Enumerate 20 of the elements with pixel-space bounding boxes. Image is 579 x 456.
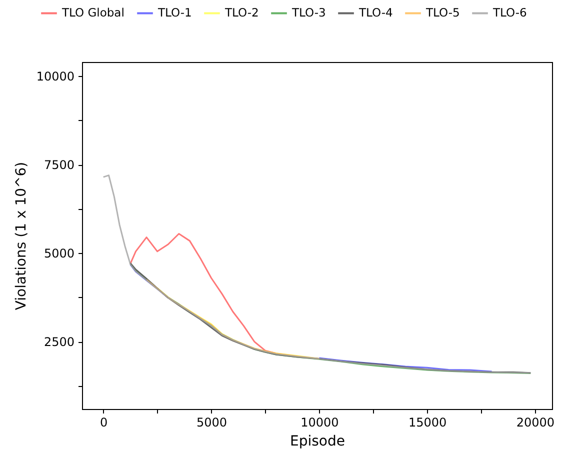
legend-label: TLO-5 (425, 5, 460, 20)
x-tick-label: 5000 (196, 416, 228, 430)
y-tick-label: 10000 (36, 70, 74, 84)
y-tick-label: 5000 (44, 246, 74, 261)
y-tick-label: 2500 (44, 335, 74, 350)
y-tick-label: 7500 (44, 158, 74, 172)
legend-label: TLO-3 (291, 5, 326, 20)
legend-label: TLO-4 (358, 5, 393, 20)
line-series (130, 232, 277, 354)
x-tick-label: 15000 (408, 416, 447, 430)
x-tick-label: 0 (100, 416, 108, 430)
line-series (102, 174, 532, 374)
legend-label: TLO-1 (157, 5, 192, 20)
x-tick-label: 10000 (300, 416, 339, 430)
legend-label: TLO-2 (224, 5, 259, 20)
legend-label: TLO-6 (492, 5, 527, 20)
x-axis-title: Episode (290, 434, 345, 450)
legend-label: TLO Global (61, 5, 124, 20)
y-axis-title: Violations (1 x 10^6) (13, 162, 30, 310)
x-tick-label: 20000 (516, 416, 555, 430)
